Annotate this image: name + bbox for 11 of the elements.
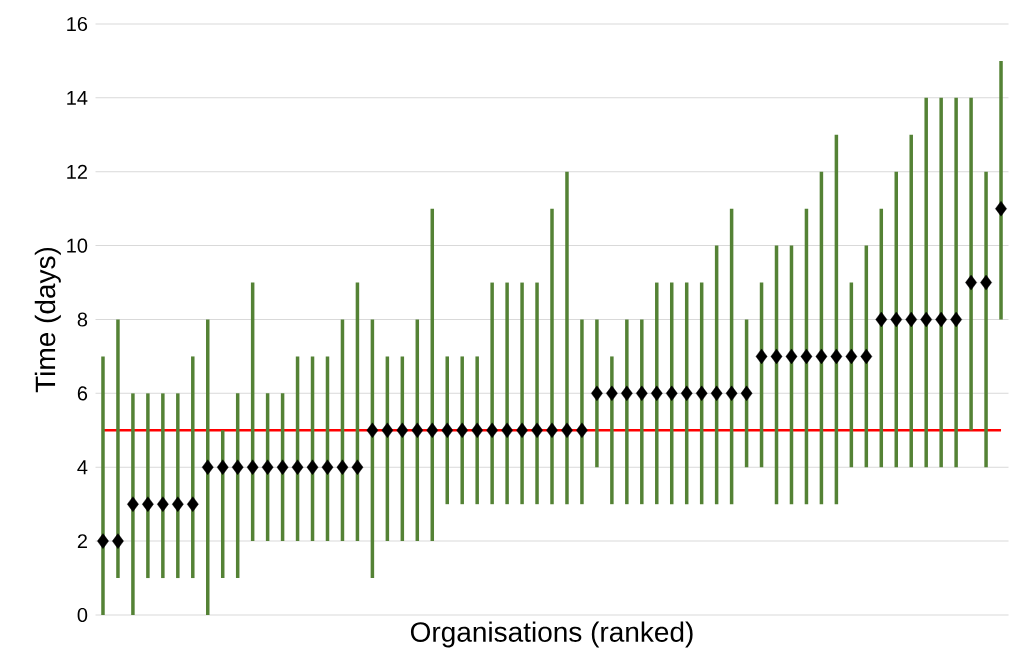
y-tick-label: 0 bbox=[77, 607, 88, 623]
y-tick-label: 14 bbox=[67, 91, 88, 105]
y-axis-title: Time (days) bbox=[34, 247, 61, 393]
y-tick-label: 4 bbox=[77, 460, 88, 475]
y-tick-label: 6 bbox=[77, 386, 88, 401]
y-tick-label: 2 bbox=[77, 534, 87, 549]
y-tick-label: 10 bbox=[67, 238, 88, 253]
y-tick-label: 16 bbox=[67, 16, 88, 32]
y-tick-label: 8 bbox=[77, 312, 88, 327]
y-tick-label: 12 bbox=[67, 164, 87, 179]
x-axis-title: Organisations (ranked) bbox=[410, 621, 693, 648]
